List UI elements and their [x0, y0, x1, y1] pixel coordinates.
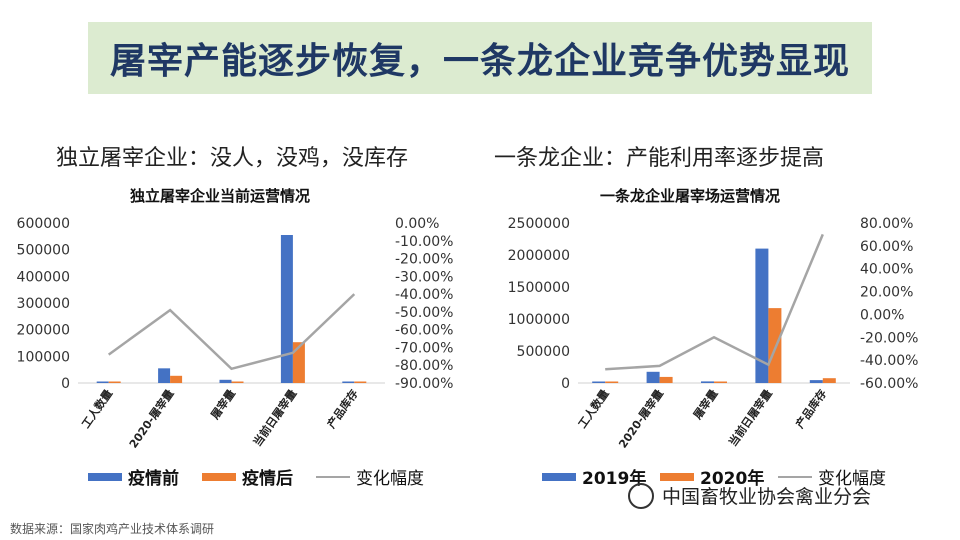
y-right-tick-label: -20.00% [395, 252, 453, 268]
bar-series2 [822, 378, 836, 383]
x-category-label: 屠宰量 [208, 387, 238, 422]
x-category-label: 当前日屠宰量 [726, 387, 775, 449]
bar-series2 [170, 375, 183, 383]
y-right-tick-label: -60.00% [860, 376, 918, 392]
left-subtitle: 独立屠宰企业：没人，没鸡，没库存 [56, 146, 409, 171]
banner-title: 屠宰产能逐步恢复，一条龙企业竞争优势显现 [88, 22, 872, 94]
x-category-label: 产品库存 [324, 387, 361, 431]
bar-series1 [96, 381, 109, 383]
right-subtitle: 一条龙企业：产能利用率逐步提高 [494, 146, 825, 171]
y-right-tick-label: 0.00% [395, 216, 439, 232]
bar-series2 [714, 381, 727, 383]
y-right-tick-label: -30.00% [395, 269, 453, 285]
bar-series1 [342, 381, 355, 383]
wechat-icon [628, 482, 654, 509]
x-category-label: 2020-屠宰量 [126, 387, 177, 451]
y-left-tick-label: 400000 [17, 269, 70, 285]
bar-series2 [768, 308, 782, 383]
bar-series2 [108, 381, 121, 383]
chart-right: 一条龙企业屠宰场运营情况 0 500000 1000000 1500000 2000000… [480, 175, 960, 495]
bar-series2 [659, 376, 673, 383]
y-right-tick-label: -70.00% [395, 340, 453, 356]
legend-swatch [88, 473, 122, 481]
y-right-tick-label: 40.00% [860, 262, 913, 278]
legend-label: 2019年 [582, 468, 646, 489]
source-note: 数据来源：国家肉鸡产业技术体系调研 [10, 522, 215, 536]
y-left-tick-label: 300000 [17, 296, 70, 312]
y-right-tick-label: 60.00% [860, 239, 913, 255]
chart-right-svg: 一条龙企业屠宰场运营情况 0 500000 1000000 1500000 2000000… [508, 187, 919, 489]
y-right-tick-label: -40.00% [860, 353, 918, 369]
y-right-tick-label: 20.00% [860, 285, 913, 301]
legend-label: 2020年 [700, 468, 764, 489]
y-left-tick-label: 1500000 [508, 280, 570, 296]
y-right-tick-label: 80.00% [860, 216, 913, 232]
legend-label: 变化幅度 [356, 469, 424, 489]
bar-series1 [219, 379, 232, 383]
bar-series1 [809, 380, 823, 383]
bar-series1 [646, 371, 660, 383]
chart-title: 独立屠宰企业当前运营情况 [130, 187, 310, 205]
legend-swatch [660, 473, 694, 481]
bar-series1 [280, 235, 293, 383]
y-right-tick-label: 0.00% [860, 307, 904, 323]
bar-series2 [354, 381, 367, 383]
y-left-tick-label: 500000 [17, 243, 70, 259]
watermark: 中国畜牧业协会禽业分会 [628, 482, 871, 509]
legend-label: 变化幅度 [818, 469, 886, 489]
bar-series1 [701, 381, 714, 383]
legend-label: 疫情前 [128, 468, 179, 489]
y-left-tick-label: 2500000 [508, 216, 570, 232]
y-left-tick-label: 200000 [17, 323, 70, 339]
chart-left-svg: 独立屠宰企业当前运营情况 0 100000 200000 300000 400000 500… [17, 187, 454, 489]
legend-swatch [542, 473, 576, 481]
y-right-tick-label: -90.00% [395, 376, 453, 392]
x-category-label: 当前日屠宰量 [250, 387, 299, 449]
y-right-tick-label: -80.00% [395, 358, 453, 374]
line-change-rate [605, 233, 824, 371]
y-left-tick-label: 0 [561, 376, 570, 392]
bar-series1 [755, 248, 769, 383]
bar-series1 [158, 368, 171, 383]
y-right-tick-label: -20.00% [860, 330, 918, 346]
legend-label: 疫情后 [242, 468, 293, 489]
watermark-text: 中国畜牧业协会禽业分会 [662, 486, 872, 508]
y-left-tick-label: 100000 [17, 349, 70, 365]
x-category-label: 工人数量 [78, 387, 115, 431]
y-left-tick-label: 500000 [517, 344, 570, 360]
x-category-label: 产品库存 [793, 387, 830, 431]
y-right-tick-label: -10.00% [395, 234, 453, 250]
chart-left: 独立屠宰企业当前运营情况 0 100000 200000 300000 400000 500… [0, 175, 480, 495]
x-category-label: 2020-屠宰量 [615, 387, 666, 451]
y-left-tick-label: 600000 [17, 216, 70, 232]
bar-series1 [592, 381, 606, 383]
legend-swatch [202, 473, 236, 481]
x-category-label: 工人数量 [575, 387, 612, 431]
y-right-tick-label: -50.00% [395, 305, 453, 321]
bar-series2 [231, 381, 244, 383]
y-left-tick-label: 2000000 [508, 248, 570, 264]
x-category-label: 屠宰量 [690, 387, 720, 422]
y-right-tick-label: -40.00% [395, 287, 453, 303]
line-change-rate [107, 293, 356, 371]
y-left-tick-label: 1000000 [508, 312, 570, 328]
bar-series2 [605, 381, 619, 383]
bar-series2 [292, 342, 305, 383]
y-left-tick-label: 0 [61, 376, 70, 392]
chart-title: 一条龙企业屠宰场运营情况 [600, 187, 780, 205]
y-right-tick-label: -60.00% [395, 323, 453, 339]
